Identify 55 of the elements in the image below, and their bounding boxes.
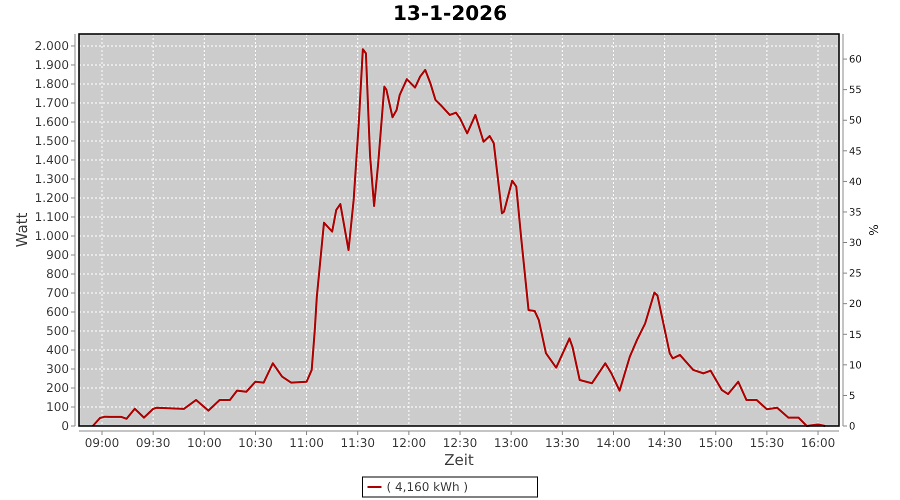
x-tick-label: 10:30 xyxy=(238,436,273,450)
y-tick-label: 0 xyxy=(61,419,69,434)
y2-tick-label: 25 xyxy=(849,268,862,280)
y-tick-label: 2.000 xyxy=(34,39,69,54)
x-tick-label: 14:00 xyxy=(596,436,631,450)
y2-tick-label: 50 xyxy=(849,116,862,127)
y2-tick-label: 60 xyxy=(849,54,862,66)
y-tick-label: 1.600 xyxy=(34,115,69,130)
y2-tick-label: 15 xyxy=(849,330,862,341)
y2-tick-label: 10 xyxy=(849,360,862,372)
x-tick-label: 10:00 xyxy=(187,436,222,450)
y-tick-label: 800 xyxy=(46,267,69,282)
y2-tick-label: 45 xyxy=(849,146,862,158)
y-tick-label: 1.400 xyxy=(34,153,69,168)
y-tick-label: 700 xyxy=(46,286,69,300)
y2-tick-label: 20 xyxy=(849,299,862,310)
y2-tick-label: 0 xyxy=(849,422,856,432)
y-tick-label: 1.900 xyxy=(34,58,69,72)
x-tick-label: 11:00 xyxy=(289,436,324,450)
x-tick-label: 11:30 xyxy=(340,436,376,450)
y-tick-label: 300 xyxy=(46,362,69,376)
y-axis-title: Watt xyxy=(13,212,31,248)
chart-title: 13-1-2026 xyxy=(392,1,508,25)
y2-tick-label: 30 xyxy=(849,238,862,250)
y-tick-label: 200 xyxy=(46,381,69,396)
y-tick-label: 100 xyxy=(46,400,69,414)
x-tick-label: 14:30 xyxy=(647,436,682,450)
legend-label: ( 4,160 kWh ) xyxy=(386,480,468,494)
y2-tick-label: 35 xyxy=(849,207,862,218)
y2-axis-title: % xyxy=(867,224,881,236)
y-tick-label: 1.700 xyxy=(34,96,69,110)
x-tick-label: 16:00 xyxy=(800,436,836,450)
x-axis-title: Zeit xyxy=(444,451,474,469)
y-tick-label: 1.200 xyxy=(34,191,69,206)
x-tick-label: 12:00 xyxy=(392,436,426,450)
y-tick-label: 1.800 xyxy=(34,77,69,92)
y-tick-label: 1.500 xyxy=(34,134,69,148)
line-series xyxy=(92,48,826,427)
y-tick-label: 1.000 xyxy=(34,229,69,244)
y-tick-label: 400 xyxy=(46,343,69,358)
y-tick-label: 600 xyxy=(46,305,69,320)
x-tick-label: 15:00 xyxy=(698,436,734,450)
x-tick-label: 12:30 xyxy=(442,436,478,450)
x-tick-label: 13:30 xyxy=(545,436,580,450)
x-tick-label: 09:30 xyxy=(136,436,170,450)
x-tick-label: 13:00 xyxy=(494,436,528,450)
y-tick-label: 500 xyxy=(46,324,69,338)
y2-tick-label: 55 xyxy=(849,85,862,96)
y-tick-label: 900 xyxy=(46,248,69,262)
y-tick-label: 1.300 xyxy=(34,172,69,186)
y-tick-label: 1.100 xyxy=(34,210,69,224)
x-tick-label: 15:30 xyxy=(750,436,784,450)
y2-tick-label: 5 xyxy=(849,390,856,402)
y2-tick-label: 40 xyxy=(849,176,862,188)
x-tick-label: 09:00 xyxy=(84,436,120,450)
